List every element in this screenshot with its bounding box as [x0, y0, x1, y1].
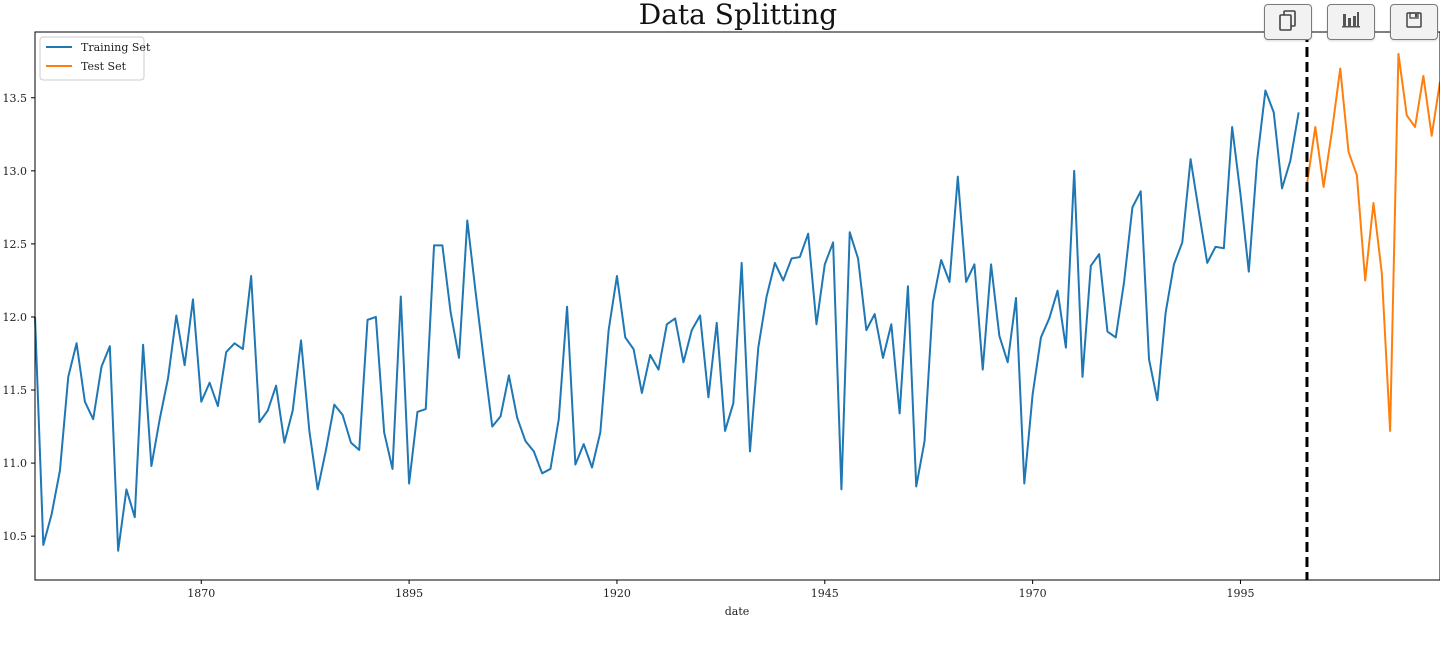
copy-icon [1277, 8, 1299, 36]
chart-title: Data Splitting [639, 0, 837, 31]
save-icon [1404, 10, 1424, 34]
x-tick-label: 1870 [187, 587, 215, 600]
x-tick-label: 1895 [395, 587, 423, 600]
legend: Training Set Test Set [39, 36, 151, 81]
legend-label-training-set: Training Set [81, 41, 151, 54]
y-tick-label: 11.0 [3, 457, 28, 470]
x-tick-label: 1995 [1226, 587, 1254, 600]
y-tick-label: 12.5 [3, 238, 28, 251]
y-tick-label: 12.0 [3, 311, 28, 324]
series-line-test-set [1305, 52, 1440, 432]
y-tick-label: 13.5 [3, 92, 28, 105]
y-tick-label: 13.0 [3, 165, 28, 178]
copy-button[interactable] [1264, 4, 1312, 40]
plot-frame [34, 31, 1440, 581]
bar-chart-button[interactable] [1327, 4, 1375, 40]
bar-chart-icon [1340, 10, 1362, 34]
x-tick-label: 1920 [603, 587, 631, 600]
x-axis-label: date [725, 605, 750, 618]
save-button[interactable] [1390, 4, 1438, 40]
y-axis: 10.5 11.0 11.5 12.0 12.5 13.0 13.5 [3, 92, 35, 543]
x-tick-label: 1945 [811, 587, 839, 600]
y-tick-label: 11.5 [3, 384, 28, 397]
series-line-training-set [34, 89, 1300, 552]
legend-label-test-set: Test Set [81, 60, 127, 73]
x-tick-label: 1970 [1019, 587, 1047, 600]
x-axis: 1870 1895 1920 1945 1970 1995 [187, 580, 1254, 600]
y-tick-label: 10.5 [3, 530, 28, 543]
